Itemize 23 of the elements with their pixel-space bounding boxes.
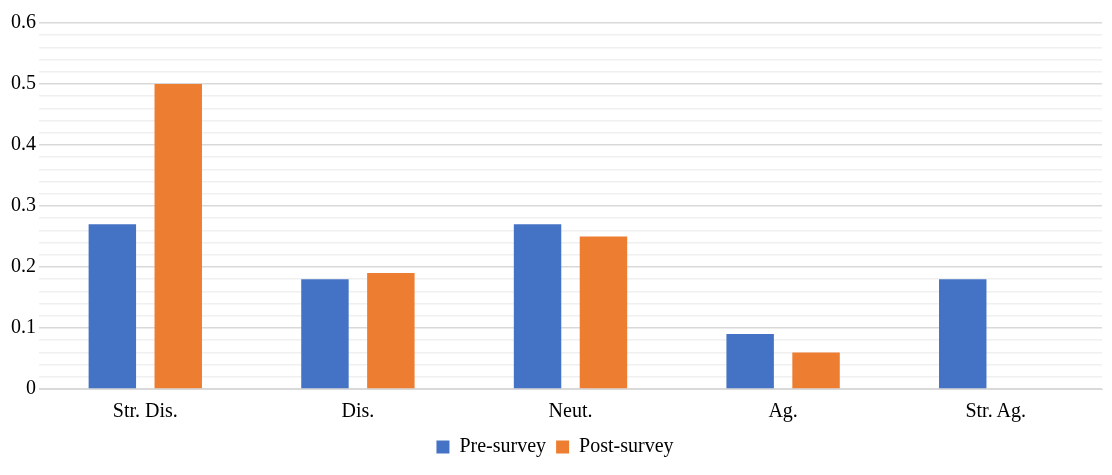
- x-tick-label: Dis.: [341, 399, 375, 422]
- y-tick-label: 0.3: [11, 193, 36, 216]
- bar: [513, 224, 562, 389]
- legend-label: Pre-survey: [459, 434, 547, 458]
- legend-label: Post-survey: [579, 434, 674, 458]
- x-tick-label: Neut.: [548, 399, 593, 422]
- y-tick-label: 0.4: [11, 132, 36, 155]
- bar: [726, 334, 774, 389]
- bar: [301, 279, 349, 389]
- x-tick-label: Str. Dis.: [112, 399, 178, 422]
- bar: [88, 224, 137, 389]
- bar: [792, 352, 840, 389]
- bar: [579, 236, 628, 389]
- x-tick-label: Str. Ag.: [965, 399, 1026, 423]
- bar: [939, 279, 987, 389]
- y-tick-label: 0.2: [11, 254, 36, 277]
- y-tick-label: 0.5: [11, 71, 36, 94]
- bar: [367, 273, 415, 389]
- y-tick-label: 0.6: [11, 10, 36, 33]
- y-tick-label: 0: [26, 376, 36, 399]
- x-tick-label: Ag.: [768, 399, 798, 423]
- y-tick-label: 0.1: [11, 315, 36, 338]
- bar: [154, 84, 202, 389]
